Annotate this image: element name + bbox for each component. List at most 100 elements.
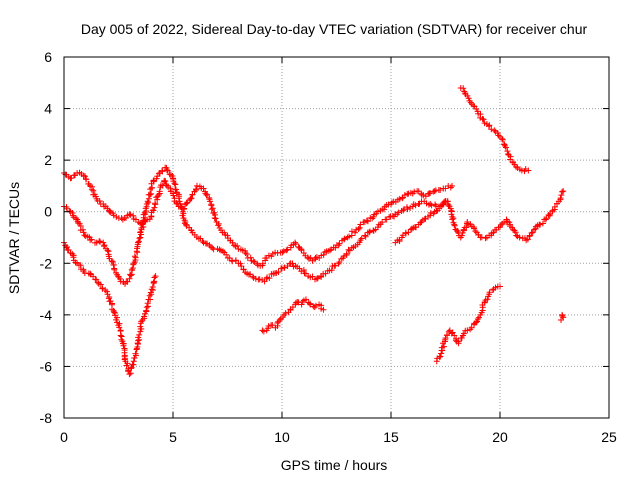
data-point (356, 224, 363, 231)
data-point (126, 371, 133, 378)
data-point (135, 239, 142, 246)
data-point (70, 254, 77, 261)
data-point (558, 192, 565, 199)
data-point (80, 229, 87, 236)
data-point (137, 323, 144, 330)
data-point (345, 246, 352, 253)
data-point (177, 203, 184, 210)
data-point (524, 236, 531, 243)
data-point (243, 251, 250, 258)
x-axis-ticks: 0 5 10 15 20 25 (60, 57, 617, 445)
data-point (113, 213, 120, 220)
data-point (449, 329, 456, 336)
data-point (495, 132, 502, 139)
series-track-7 (433, 283, 503, 365)
data-point (172, 186, 179, 193)
data-point (247, 254, 254, 261)
data-point (300, 249, 307, 256)
data-point (427, 212, 434, 219)
data-point (99, 285, 106, 292)
data-point (465, 95, 472, 102)
data-point (468, 324, 475, 331)
data-point (486, 289, 493, 296)
data-point (127, 211, 134, 218)
data-point (132, 254, 139, 261)
data-point (374, 208, 381, 215)
data-point (439, 201, 446, 208)
data-point (104, 247, 111, 254)
data-point (148, 190, 155, 197)
data-points (61, 84, 567, 378)
data-point (123, 362, 130, 369)
data-point (431, 188, 438, 195)
data-point (452, 337, 459, 344)
data-point (269, 322, 276, 329)
data-point (143, 200, 150, 207)
data-point (131, 354, 138, 361)
data-point (111, 309, 118, 316)
data-point (170, 192, 177, 199)
y-tick-label: 0 (44, 204, 52, 220)
data-point (143, 307, 150, 314)
data-point (474, 316, 481, 323)
data-point (69, 250, 76, 257)
data-point (276, 317, 283, 324)
data-point (151, 274, 158, 281)
data-point (151, 204, 158, 211)
data-point (211, 214, 218, 221)
data-point (192, 186, 199, 193)
data-point (307, 301, 314, 308)
data-point (473, 319, 480, 326)
data-point (97, 281, 104, 288)
data-point (499, 136, 506, 143)
data-point (537, 221, 544, 228)
data-point (135, 238, 142, 245)
data-point (312, 302, 319, 309)
data-point (478, 234, 485, 241)
data-point (460, 85, 467, 92)
data-point (88, 186, 95, 193)
x-tick-label: 10 (274, 429, 290, 445)
data-point (129, 265, 136, 272)
data-point (434, 355, 441, 362)
data-point (200, 185, 207, 192)
data-point (314, 275, 321, 282)
data-point (484, 296, 491, 303)
data-point (320, 306, 327, 313)
data-point (404, 206, 411, 213)
data-point (482, 235, 489, 242)
data-point (476, 314, 483, 321)
data-point (156, 188, 163, 195)
data-point (242, 250, 249, 257)
y-tick-label: -2 (40, 255, 53, 271)
data-point (188, 195, 195, 202)
series-track-6 (457, 84, 532, 175)
data-point (81, 269, 88, 276)
data-point (407, 204, 414, 211)
y-tick-label: 6 (44, 49, 52, 65)
data-point (283, 247, 290, 254)
data-point (386, 214, 393, 221)
data-point (139, 220, 146, 227)
data-point (455, 338, 462, 345)
grid (64, 57, 609, 418)
data-point (336, 259, 343, 266)
data-point (395, 209, 402, 216)
data-point (275, 268, 282, 275)
data-point (88, 236, 95, 243)
data-point (479, 115, 486, 122)
data-point (361, 232, 368, 239)
data-point (97, 238, 104, 245)
data-point (448, 211, 455, 218)
data-point (183, 221, 190, 228)
data-point (101, 242, 108, 249)
data-point (279, 249, 286, 256)
data-point (364, 218, 371, 225)
series-track-8 (558, 311, 567, 324)
data-point (302, 296, 309, 303)
data-point (150, 279, 157, 286)
data-point (449, 216, 456, 223)
data-point (138, 318, 145, 325)
data-point (266, 275, 273, 282)
